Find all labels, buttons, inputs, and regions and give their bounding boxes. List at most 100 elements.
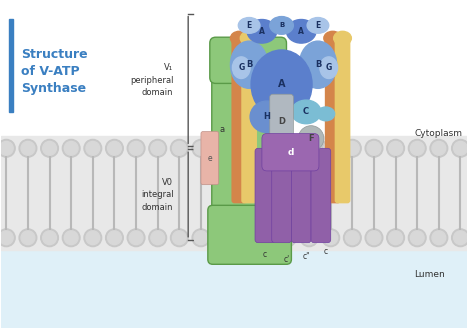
Circle shape	[63, 229, 80, 247]
Text: B: B	[315, 60, 321, 69]
Text: Cytoplasm: Cytoplasm	[414, 129, 462, 138]
Circle shape	[64, 141, 78, 155]
Text: F: F	[308, 134, 314, 143]
Text: G: G	[326, 63, 332, 72]
Circle shape	[64, 231, 78, 245]
Circle shape	[432, 231, 446, 245]
Circle shape	[0, 229, 15, 247]
Circle shape	[108, 231, 121, 245]
Circle shape	[236, 139, 253, 157]
Circle shape	[194, 141, 208, 155]
Ellipse shape	[230, 31, 248, 45]
Circle shape	[344, 139, 361, 157]
FancyBboxPatch shape	[272, 148, 292, 243]
Text: A: A	[259, 27, 265, 36]
FancyBboxPatch shape	[201, 132, 219, 185]
Circle shape	[63, 139, 80, 157]
Text: d: d	[287, 148, 293, 157]
Circle shape	[19, 139, 37, 157]
Circle shape	[21, 141, 35, 155]
Circle shape	[387, 139, 404, 157]
Circle shape	[452, 139, 469, 157]
Circle shape	[84, 139, 101, 157]
Circle shape	[259, 141, 273, 155]
FancyBboxPatch shape	[208, 205, 292, 264]
Ellipse shape	[324, 31, 342, 45]
Circle shape	[108, 141, 121, 155]
Text: E: E	[315, 21, 320, 30]
FancyBboxPatch shape	[325, 35, 340, 203]
Text: c": c"	[302, 252, 310, 261]
FancyBboxPatch shape	[292, 148, 311, 243]
FancyBboxPatch shape	[212, 55, 284, 253]
Circle shape	[300, 139, 318, 157]
Text: Structure
of V-ATP
Synthase: Structure of V-ATP Synthase	[21, 48, 88, 95]
Circle shape	[171, 139, 188, 157]
Circle shape	[216, 141, 229, 155]
FancyBboxPatch shape	[270, 94, 293, 149]
Circle shape	[129, 231, 143, 245]
Circle shape	[387, 229, 404, 247]
Text: C: C	[303, 108, 309, 117]
FancyBboxPatch shape	[335, 35, 350, 203]
Circle shape	[216, 231, 229, 245]
Text: D: D	[278, 117, 285, 126]
Text: E: E	[246, 21, 252, 30]
Circle shape	[346, 141, 359, 155]
Circle shape	[257, 229, 275, 247]
Circle shape	[367, 231, 381, 245]
Circle shape	[43, 141, 56, 155]
Circle shape	[236, 229, 253, 247]
Text: A: A	[278, 79, 285, 89]
Ellipse shape	[292, 100, 321, 124]
Circle shape	[86, 141, 100, 155]
Ellipse shape	[334, 31, 351, 45]
Text: V₁
peripheral
domain: V₁ peripheral domain	[130, 64, 173, 97]
Circle shape	[367, 141, 381, 155]
Circle shape	[237, 141, 251, 155]
Ellipse shape	[232, 57, 250, 78]
Circle shape	[86, 231, 100, 245]
Circle shape	[214, 229, 231, 247]
Circle shape	[171, 229, 188, 247]
Circle shape	[346, 231, 359, 245]
Circle shape	[149, 139, 166, 157]
Circle shape	[43, 231, 56, 245]
Ellipse shape	[230, 41, 268, 88]
Circle shape	[281, 141, 294, 155]
Circle shape	[454, 141, 467, 155]
Ellipse shape	[270, 17, 293, 34]
Ellipse shape	[247, 20, 277, 43]
Circle shape	[409, 229, 426, 247]
Circle shape	[41, 139, 58, 157]
Circle shape	[300, 229, 318, 247]
Circle shape	[324, 231, 337, 245]
FancyBboxPatch shape	[210, 37, 286, 83]
Circle shape	[302, 141, 316, 155]
Ellipse shape	[240, 31, 258, 45]
Text: e: e	[208, 154, 212, 163]
Circle shape	[106, 139, 123, 157]
Ellipse shape	[251, 50, 312, 119]
Ellipse shape	[317, 107, 335, 121]
Text: B: B	[279, 23, 284, 28]
Circle shape	[0, 141, 13, 155]
FancyBboxPatch shape	[311, 148, 331, 243]
Circle shape	[298, 126, 324, 151]
Circle shape	[322, 229, 339, 247]
Circle shape	[389, 141, 402, 155]
Circle shape	[149, 229, 166, 247]
Circle shape	[279, 229, 296, 247]
Circle shape	[173, 231, 186, 245]
Circle shape	[257, 139, 275, 157]
Ellipse shape	[286, 20, 316, 43]
Text: H: H	[264, 112, 270, 121]
Circle shape	[19, 229, 37, 247]
Circle shape	[127, 229, 145, 247]
Circle shape	[281, 231, 294, 245]
Circle shape	[127, 139, 145, 157]
Ellipse shape	[307, 18, 329, 33]
Circle shape	[0, 139, 15, 157]
Circle shape	[410, 141, 424, 155]
FancyBboxPatch shape	[241, 35, 257, 203]
